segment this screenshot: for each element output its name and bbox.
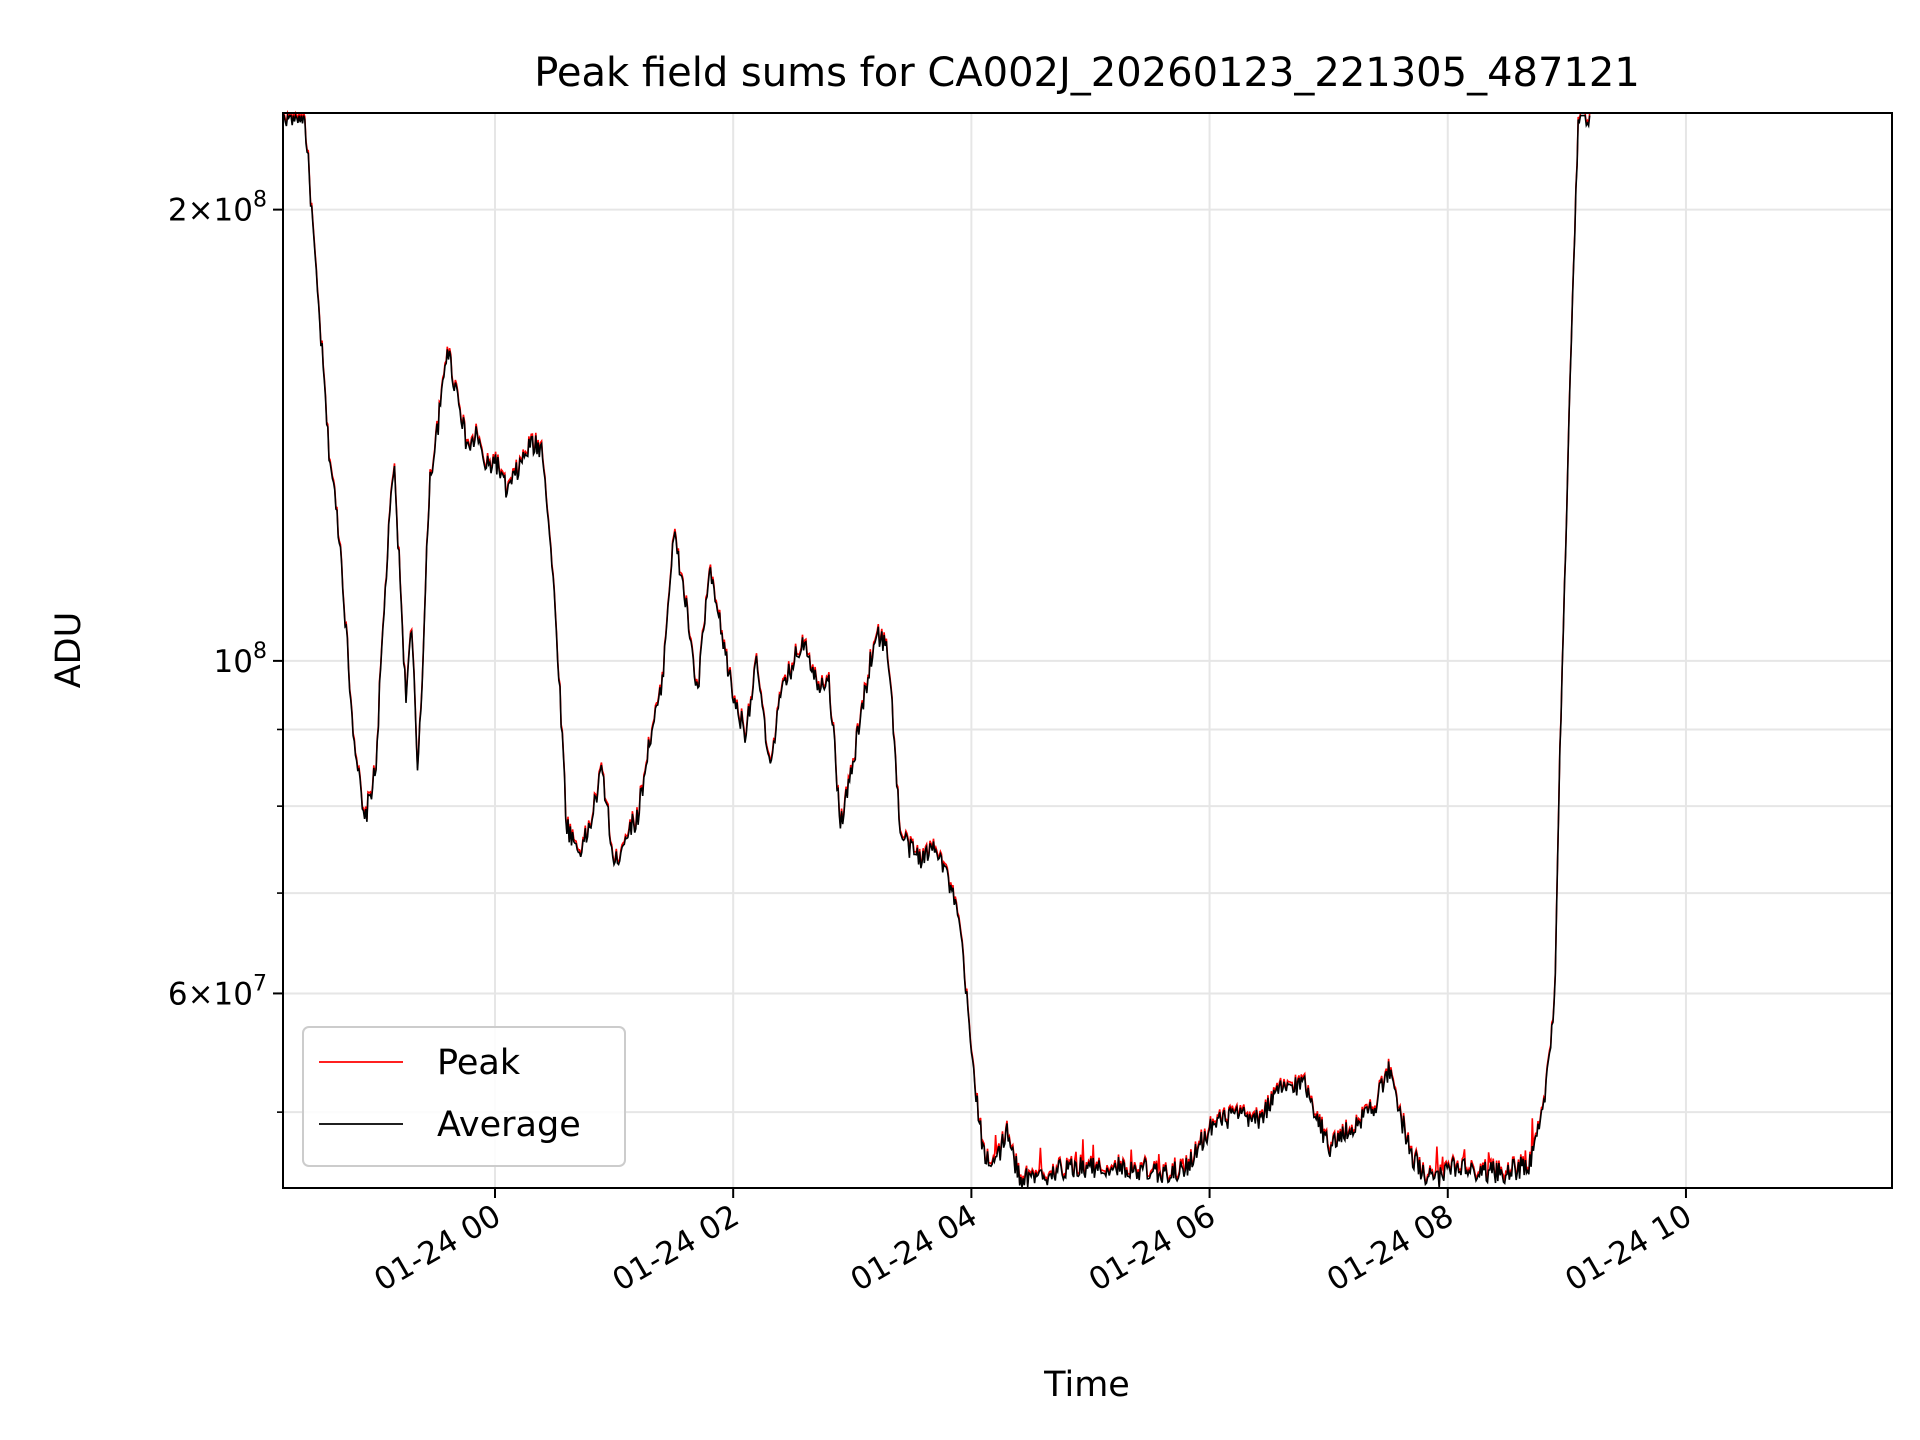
plot-area xyxy=(283,113,1892,1188)
grid xyxy=(283,113,1892,1188)
chart-title: Peak field sums for CA002J_20260123_2213… xyxy=(534,50,1640,96)
legend-average-label: Average xyxy=(437,1105,581,1145)
x-axis-label: Time xyxy=(1043,1365,1130,1405)
legend-peak-label: Peak xyxy=(437,1043,521,1083)
y-tick-label: 6×107 xyxy=(168,971,267,1012)
y-axis-ticks: 2×108 108 6×107 xyxy=(168,188,283,1113)
y-tick-label: 108 xyxy=(214,639,267,680)
average-series-line xyxy=(283,112,1591,1189)
plot-frame xyxy=(282,112,1893,1189)
series-lines xyxy=(283,109,1591,1189)
y-axis-label: ADU xyxy=(49,612,89,689)
y-tick-label: 2×108 xyxy=(168,188,267,229)
legend: Peak Average xyxy=(302,1026,626,1167)
